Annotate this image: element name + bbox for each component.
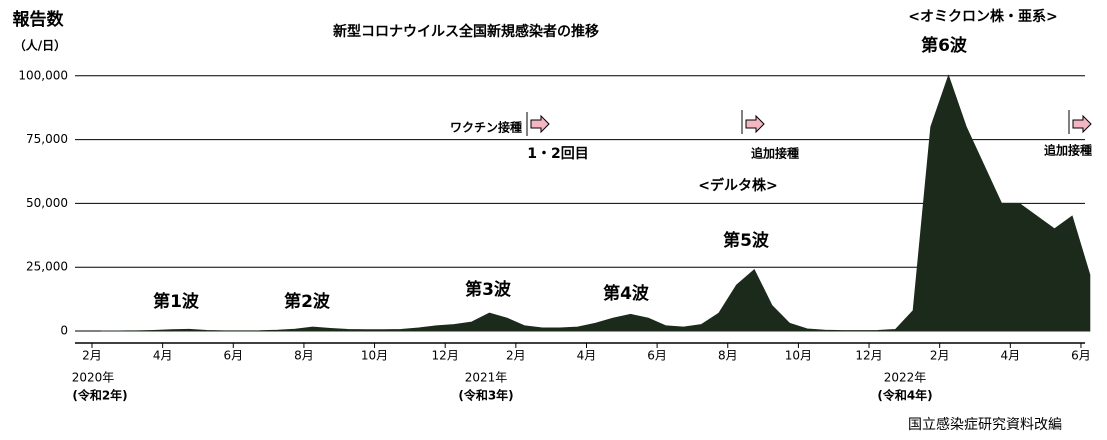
area — [100, 74, 1091, 332]
arrow — [1072, 114, 1092, 134]
y-axis-label: 報告数 — [13, 9, 65, 30]
annotation: 第3波 — [465, 279, 512, 300]
annotation: 第1波 — [153, 291, 200, 312]
arrows — [526, 110, 1092, 136]
y-tick-label: 0 — [60, 324, 68, 338]
arrow — [745, 114, 765, 134]
source: 国立感染症研究資料改編 — [908, 416, 1062, 433]
y-tick-label: 25,000 — [26, 260, 68, 274]
annotation: <オミクロン株・亜系> — [908, 8, 1057, 25]
year-label: 2020年 — [72, 371, 115, 385]
x-tick-label: 6月 — [223, 349, 243, 363]
annotation: 追加接種 — [1044, 143, 1092, 158]
y-tick-label: 75,000 — [26, 132, 68, 146]
era-label: (令和3年) — [458, 388, 513, 403]
annotation: <デルタ株> — [698, 177, 777, 194]
annotation: 第4波 — [603, 283, 650, 304]
annotation: 第2波 — [284, 291, 331, 312]
x-tick-label: 8月 — [718, 349, 738, 363]
x-tick-label: 4月 — [577, 349, 597, 363]
annotation: ワクチン接種 — [450, 120, 522, 135]
y-tick-label: 100,000 — [18, 68, 68, 82]
x-tick-label: 2月 — [82, 349, 102, 363]
annotation: 1・2回目 — [527, 146, 588, 162]
annotation: 第5波 — [723, 230, 770, 251]
x-tick-label: 10月 — [785, 349, 812, 363]
y-tick-label: 50,000 — [26, 196, 68, 210]
era-label: (令和2年) — [72, 388, 127, 403]
x-tick-label: 4月 — [153, 349, 173, 363]
year-label: 2022年 — [884, 371, 927, 385]
x-tick-label: 10月 — [361, 349, 388, 363]
x-tick-label: 4月 — [1000, 349, 1020, 363]
x-tick-label: 12月 — [855, 349, 882, 363]
chart-title: 新型コロナウイルス全国新規感染者の推移 — [333, 23, 599, 40]
year-label: 2021年 — [465, 371, 508, 385]
x-tick-label: 8月 — [294, 349, 314, 363]
arrow — [530, 114, 550, 134]
annotation: 追加接種 — [751, 146, 799, 161]
x-tick-label: 2月 — [930, 349, 950, 363]
x-tick-label: 12月 — [432, 349, 459, 363]
x-tick-label: 6月 — [647, 349, 667, 363]
era-label: (令和4年) — [877, 388, 932, 403]
x-tick-label: 6月 — [1071, 349, 1091, 363]
x-tick-label: 2月 — [506, 349, 526, 363]
annotation: 第6波 — [921, 35, 968, 56]
y-axis-unit: （人/日） — [14, 38, 66, 53]
